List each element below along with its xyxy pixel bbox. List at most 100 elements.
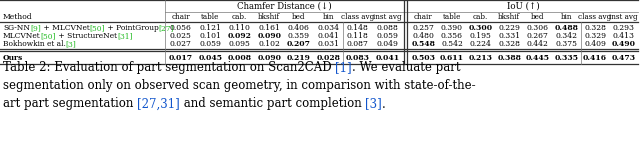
Text: 0.416: 0.416 xyxy=(583,53,607,61)
Text: + StructureNet: + StructureNet xyxy=(56,32,117,40)
Text: 0.306: 0.306 xyxy=(527,24,549,32)
Text: 0.213: 0.213 xyxy=(468,53,493,61)
Text: SG-NN: SG-NN xyxy=(3,24,30,32)
Text: . We evaluate part: . We evaluate part xyxy=(352,61,461,75)
Text: 0.118: 0.118 xyxy=(347,32,369,40)
Text: bed: bed xyxy=(292,13,305,21)
Text: 0.503: 0.503 xyxy=(412,53,435,61)
Text: bin: bin xyxy=(561,13,572,21)
Text: 0.090: 0.090 xyxy=(257,32,281,40)
Text: .: . xyxy=(382,98,386,111)
Text: 0.161: 0.161 xyxy=(259,24,280,32)
Text: 0.207: 0.207 xyxy=(287,40,311,48)
Text: 0.331: 0.331 xyxy=(498,32,520,40)
Text: 0.041: 0.041 xyxy=(317,32,339,40)
Text: 0.219: 0.219 xyxy=(287,53,310,61)
Text: [27,31]: [27,31] xyxy=(137,98,180,111)
Text: 0.101: 0.101 xyxy=(199,32,221,40)
Text: [27]: [27] xyxy=(159,24,174,32)
Text: chair: chair xyxy=(414,13,433,21)
Text: 0.056: 0.056 xyxy=(170,24,192,32)
Text: 0.257: 0.257 xyxy=(412,24,435,32)
Text: 0.041: 0.041 xyxy=(375,53,399,61)
Text: 0.359: 0.359 xyxy=(288,32,310,40)
Text: 0.328: 0.328 xyxy=(584,24,606,32)
Text: 0.017: 0.017 xyxy=(169,53,193,61)
Text: 0.049: 0.049 xyxy=(376,40,398,48)
Text: 0.028: 0.028 xyxy=(316,53,340,61)
Text: 0.356: 0.356 xyxy=(441,32,463,40)
Text: 0.473: 0.473 xyxy=(612,53,636,61)
Text: [3]: [3] xyxy=(365,98,382,111)
Text: 0.110: 0.110 xyxy=(229,24,251,32)
Text: 0.195: 0.195 xyxy=(470,32,492,40)
Text: Chamfer Distance (↓): Chamfer Distance (↓) xyxy=(237,1,332,10)
Text: bkshif: bkshif xyxy=(498,13,520,21)
Text: [31]: [31] xyxy=(117,32,132,40)
Text: 0.542: 0.542 xyxy=(441,40,463,48)
Text: 0.031: 0.031 xyxy=(317,40,339,48)
Text: cab.: cab. xyxy=(232,13,248,21)
Text: 0.087: 0.087 xyxy=(347,40,369,48)
Text: table: table xyxy=(443,13,461,21)
Text: 0.328: 0.328 xyxy=(498,40,520,48)
Text: + PointGroup: + PointGroup xyxy=(105,24,159,32)
Text: + MLCVNet: + MLCVNet xyxy=(41,24,90,32)
Text: 0.059: 0.059 xyxy=(376,32,398,40)
Text: 0.329: 0.329 xyxy=(584,32,606,40)
Text: 0.413: 0.413 xyxy=(612,32,635,40)
Text: cab.: cab. xyxy=(473,13,488,21)
Text: 0.092: 0.092 xyxy=(228,32,252,40)
Text: 0.090: 0.090 xyxy=(257,53,281,61)
Text: [50]: [50] xyxy=(40,32,56,40)
Text: MLCVNet: MLCVNet xyxy=(3,32,40,40)
Text: [9]: [9] xyxy=(30,24,41,32)
Text: 0.027: 0.027 xyxy=(170,40,192,48)
Text: 0.488: 0.488 xyxy=(554,24,579,32)
Text: [3]: [3] xyxy=(66,40,77,48)
Text: bkshif: bkshif xyxy=(258,13,280,21)
Text: 0.229: 0.229 xyxy=(499,24,520,32)
Text: 0.267: 0.267 xyxy=(527,32,548,40)
Text: class avg: class avg xyxy=(341,13,374,21)
Text: Table 2: Evaluation of part segmentation on Scan2CAD: Table 2: Evaluation of part segmentation… xyxy=(3,61,335,75)
Text: 0.088: 0.088 xyxy=(376,24,398,32)
Text: 0.611: 0.611 xyxy=(440,53,464,61)
Text: class avg: class avg xyxy=(579,13,612,21)
Text: bin: bin xyxy=(323,13,334,21)
Text: inst avg: inst avg xyxy=(373,13,401,21)
Text: 0.388: 0.388 xyxy=(497,53,521,61)
Text: 0.025: 0.025 xyxy=(170,32,192,40)
Text: art part segmentation: art part segmentation xyxy=(3,98,137,111)
Text: 0.335: 0.335 xyxy=(554,53,579,61)
Text: inst avg: inst avg xyxy=(609,13,638,21)
Text: 0.406: 0.406 xyxy=(288,24,310,32)
Text: IoU (↑): IoU (↑) xyxy=(507,1,540,10)
Text: 0.083: 0.083 xyxy=(346,53,370,61)
Text: 0.095: 0.095 xyxy=(229,40,251,48)
Text: 0.059: 0.059 xyxy=(199,40,221,48)
Text: 0.148: 0.148 xyxy=(347,24,369,32)
Text: 0.390: 0.390 xyxy=(441,24,463,32)
Text: 0.293: 0.293 xyxy=(612,24,635,32)
Text: 0.442: 0.442 xyxy=(527,40,548,48)
Text: Ours: Ours xyxy=(3,53,23,61)
Text: 0.045: 0.045 xyxy=(198,53,222,61)
Text: 0.008: 0.008 xyxy=(228,53,252,61)
Text: 0.224: 0.224 xyxy=(470,40,492,48)
Text: and semantic part completion: and semantic part completion xyxy=(180,98,365,111)
Text: 0.490: 0.490 xyxy=(612,40,636,48)
Text: bed: bed xyxy=(531,13,545,21)
Text: 0.342: 0.342 xyxy=(556,32,577,40)
Text: [1]: [1] xyxy=(335,61,352,75)
Text: segmentation only on observed scan geometry, in comparison with state-of-the-: segmentation only on observed scan geome… xyxy=(3,80,476,93)
Text: 0.548: 0.548 xyxy=(412,40,435,48)
Text: 0.300: 0.300 xyxy=(468,24,493,32)
Text: table: table xyxy=(201,13,220,21)
Text: [50]: [50] xyxy=(90,24,105,32)
Text: 0.480: 0.480 xyxy=(412,32,435,40)
Text: 0.034: 0.034 xyxy=(317,24,339,32)
Text: 0.445: 0.445 xyxy=(526,53,550,61)
Text: Method: Method xyxy=(3,13,33,21)
Text: 0.409: 0.409 xyxy=(584,40,606,48)
